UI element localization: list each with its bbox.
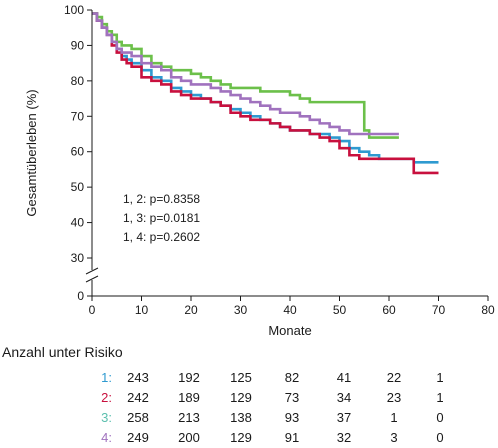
- risk-cell: 1: [436, 390, 444, 405]
- y-tick-label: 100: [64, 3, 84, 17]
- y-axis-label: Gesamtüberleben (%): [24, 89, 39, 216]
- risk-row-2: 2: 242 189 129 73 34 23 1: [0, 390, 498, 408]
- y-tick-label: 70: [71, 109, 85, 123]
- x-tick-label: 60: [382, 303, 396, 317]
- risk-row-4: 4: 249 200 129 91 32 3 0: [0, 430, 498, 448]
- x-ticks: 0 10 20 30 40 50 60 70 80: [89, 296, 495, 317]
- y-axis-break-icon: [85, 267, 99, 283]
- risk-cell: 129: [230, 430, 252, 445]
- risk-cell: 32: [336, 430, 352, 445]
- x-tick-label: 0: [89, 303, 96, 317]
- risk-cell: 82: [284, 370, 300, 385]
- risk-cell: 138: [230, 410, 252, 425]
- y-tick-label: 50: [71, 180, 85, 194]
- risk-cell: 1: [390, 410, 398, 425]
- risk-row-label: 2:: [101, 390, 112, 405]
- y-tick-label: 40: [71, 216, 85, 230]
- survival-curve-1: [92, 12, 439, 164]
- p-value-annotation: 1, 2: p=0.8358: [123, 192, 200, 206]
- x-axis-label: Monate: [268, 323, 311, 338]
- risk-cell: 73: [284, 390, 300, 405]
- risk-cell: 243: [127, 370, 149, 385]
- x-tick-label: 10: [135, 303, 149, 317]
- risk-cell: 91: [284, 430, 300, 445]
- x-tick-label: 50: [333, 303, 347, 317]
- risk-cell: 129: [230, 390, 252, 405]
- y-tick-label: 0: [77, 289, 84, 303]
- risk-row-label: 1:: [101, 370, 112, 385]
- y-tick-label: 80: [71, 74, 85, 88]
- risk-cell: 213: [178, 410, 200, 425]
- risk-row-label: 3:: [101, 410, 112, 425]
- x-tick-label: 30: [234, 303, 248, 317]
- risk-cell: 125: [230, 370, 252, 385]
- risk-cell: 192: [178, 370, 200, 385]
- y-tick-label: 30: [71, 251, 85, 265]
- x-tick-label: 40: [283, 303, 297, 317]
- p-value-annotation: 1, 4: p=0.2602: [123, 230, 200, 244]
- risk-table-title: Anzahl unter Risiko: [2, 344, 123, 360]
- p-value-annotation: 1, 3: p=0.0181: [123, 211, 200, 225]
- survival-curve-3: [92, 12, 399, 139]
- series-lines: [92, 12, 439, 175]
- risk-cell: 3: [390, 430, 398, 445]
- risk-cell: 249: [127, 430, 149, 445]
- x-tick-label: 70: [432, 303, 446, 317]
- risk-row-1: 1: 243 192 125 82 41 22 1: [0, 370, 498, 388]
- risk-cell: 0: [436, 410, 444, 425]
- risk-cell: 258: [127, 410, 149, 425]
- risk-cell: 41: [336, 370, 352, 385]
- y-tick-label: 60: [71, 145, 85, 159]
- risk-cell: 1: [436, 370, 444, 385]
- survival-curve-2: [92, 12, 439, 175]
- risk-cell: 34: [336, 390, 352, 405]
- y-ticks: 100 90 80 70 60 50 40 30 0: [64, 3, 92, 303]
- risk-cell: 0: [436, 430, 444, 445]
- x-tick-label: 20: [184, 303, 198, 317]
- risk-cell: 200: [178, 430, 200, 445]
- survival-curve-4: [92, 12, 399, 136]
- risk-cell: 23: [386, 390, 402, 405]
- y-tick-label: 90: [71, 38, 85, 52]
- risk-cell: 93: [284, 410, 300, 425]
- x-tick-label: 80: [481, 303, 495, 317]
- risk-row-3: 3: 258 213 138 93 37 1 0: [0, 410, 498, 428]
- risk-cell: 37: [336, 410, 352, 425]
- risk-cell: 189: [178, 390, 200, 405]
- risk-row-label: 4:: [101, 430, 112, 445]
- risk-cell: 242: [127, 390, 149, 405]
- risk-cell: 22: [386, 370, 402, 385]
